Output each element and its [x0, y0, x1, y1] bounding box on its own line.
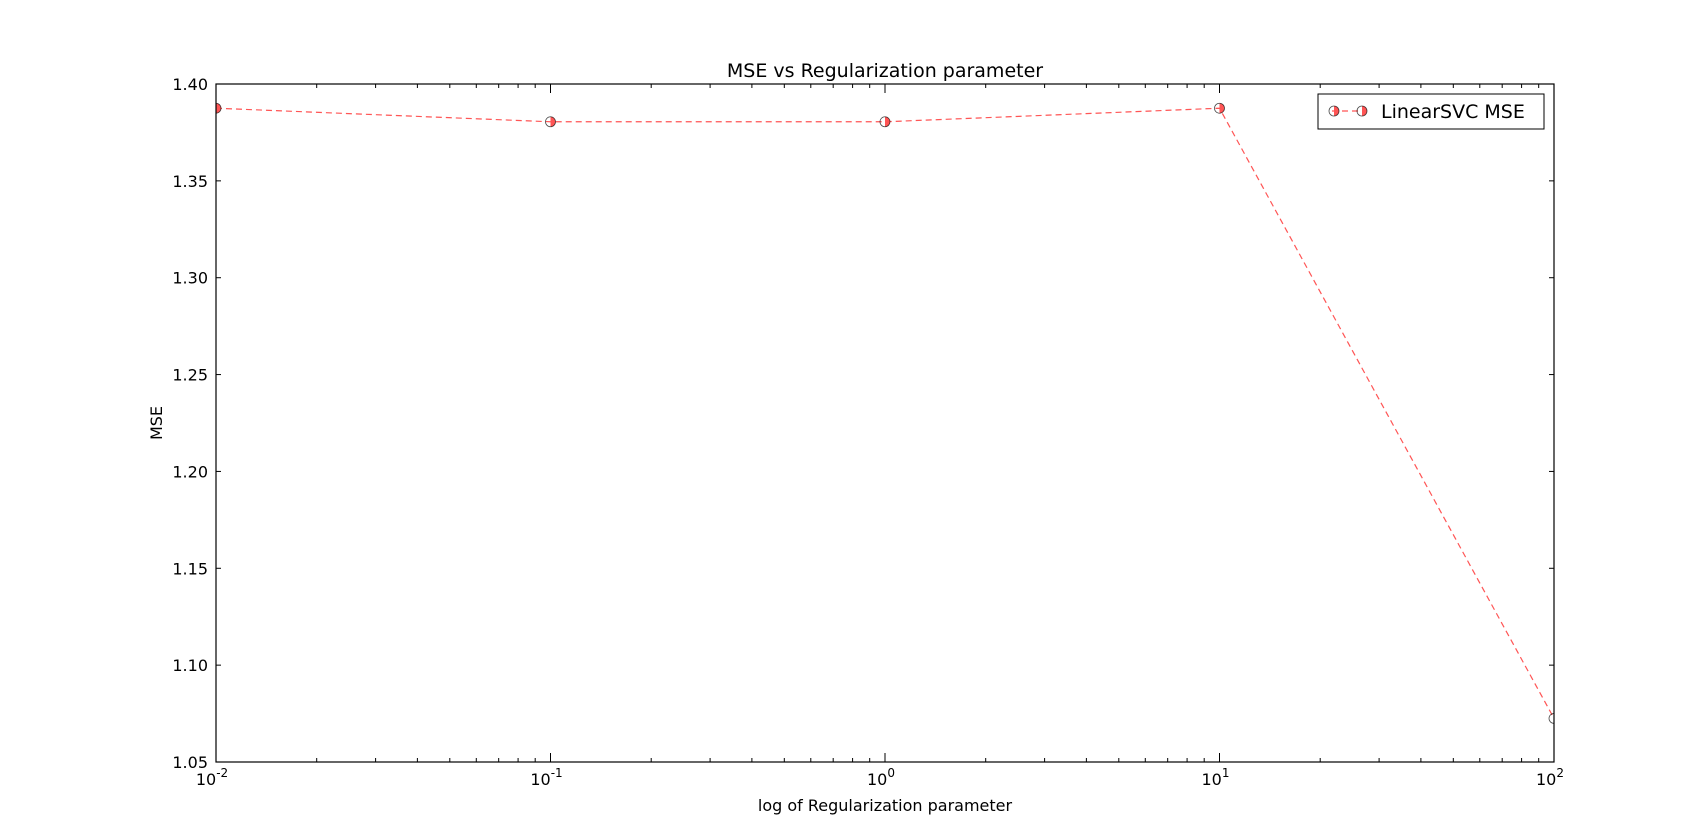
y-tick-label-4: 1.25 [172, 366, 208, 385]
legend-marker-glyph-left-fill [1334, 106, 1339, 116]
y-tick-label-7: 1.40 [172, 75, 208, 94]
data-point-3-fill [1219, 103, 1225, 114]
y-tick-label-3: 1.20 [172, 462, 208, 481]
legend-marker-glyph-right-outline [1356, 105, 1368, 117]
chart-title: MSE vs Regularization parameter [727, 60, 1043, 82]
data-point-0-fill [216, 103, 221, 114]
data-point-2-outline [879, 116, 891, 128]
y-tick-label-5: 1.30 [172, 269, 208, 288]
data-point-3 [1214, 102, 1225, 114]
x-tick-label-exponent-0: -2 [216, 766, 228, 780]
data-point-1-outline [545, 116, 556, 128]
y-axis-label: MSE [147, 406, 166, 440]
legend-marker-left [1328, 105, 1340, 117]
data-point-1-fill [550, 116, 556, 127]
legend-marker-glyph-left [1328, 105, 1340, 117]
y-tick-label-2: 1.15 [172, 559, 208, 578]
data-point-2 [879, 116, 891, 128]
data-point-4 [1548, 713, 1554, 724]
legend-marker-glyph-right [1356, 105, 1368, 117]
data-point-3-outline [1214, 102, 1225, 114]
legend-marker-right [1356, 105, 1368, 117]
y-tick-label-6: 1.35 [172, 172, 208, 191]
x-tick-label-exponent-2: 0 [887, 766, 895, 780]
data-point-1 [545, 116, 556, 128]
series-line-0 [216, 107, 1554, 719]
data-point-0-outline [216, 102, 222, 114]
legend: LinearSVC MSE [1317, 93, 1545, 130]
x-tick-label-exponent-1: -1 [551, 766, 563, 780]
data-point-0 [216, 102, 222, 114]
x-tick-label-exponent-4: 2 [1556, 766, 1564, 780]
legend-marker-glyph-left-outline [1328, 105, 1340, 117]
legend-label-linearsvc-mse: LinearSVC MSE [1381, 101, 1525, 123]
data-point-2-fill [885, 116, 890, 127]
series-points-0 [216, 102, 1554, 724]
plot-area-frame [215, 83, 1555, 763]
x-axis-label: log of Regularization parameter [758, 796, 1013, 815]
data-point-4-outline [1548, 713, 1554, 724]
y-tick-label-1: 1.10 [172, 656, 208, 675]
legend-marker-glyph-right-fill [1362, 106, 1367, 116]
y-tick-label-0: 1.05 [172, 753, 208, 772]
series-layer [216, 102, 1554, 724]
x-tick-label-exponent-3: 1 [1222, 766, 1230, 780]
